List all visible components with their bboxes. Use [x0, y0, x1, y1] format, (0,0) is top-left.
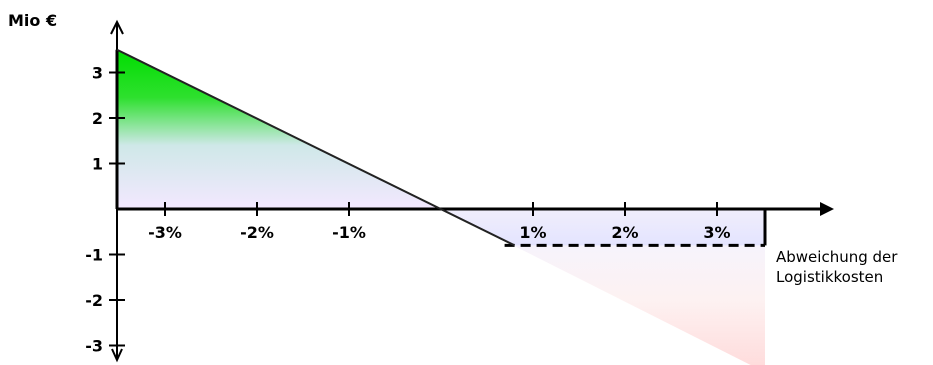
y-tick-label: -3 [85, 337, 103, 356]
deviation-line [116, 48, 516, 247]
y-tick-label: 2 [92, 109, 103, 128]
y-axis-arrow-bottom [111, 348, 123, 363]
y-axis-label: Mio € [8, 11, 57, 30]
x-tick-label: -3% [148, 223, 182, 242]
x-tick-label: 3% [703, 223, 730, 242]
x-tick-label: 2% [611, 223, 638, 242]
x-axis-arrow [820, 202, 834, 216]
y-tick-label: 1 [92, 155, 103, 174]
x-tick-label: -1% [332, 223, 366, 242]
loss-area [441, 209, 765, 365]
x-tick-label: -2% [240, 223, 274, 242]
y-tick-label: 3 [92, 64, 103, 83]
x-axis-label-line1: Abweichung der [776, 248, 898, 266]
y-tick-label: -1 [85, 246, 103, 265]
x-axis-label-line2: Logistikkosten [776, 268, 883, 286]
loss-band [441, 209, 765, 246]
x-tick-label: 1% [519, 223, 546, 242]
y-axis-arrow-top [110, 19, 124, 35]
y-tick-label: -2 [85, 291, 103, 310]
